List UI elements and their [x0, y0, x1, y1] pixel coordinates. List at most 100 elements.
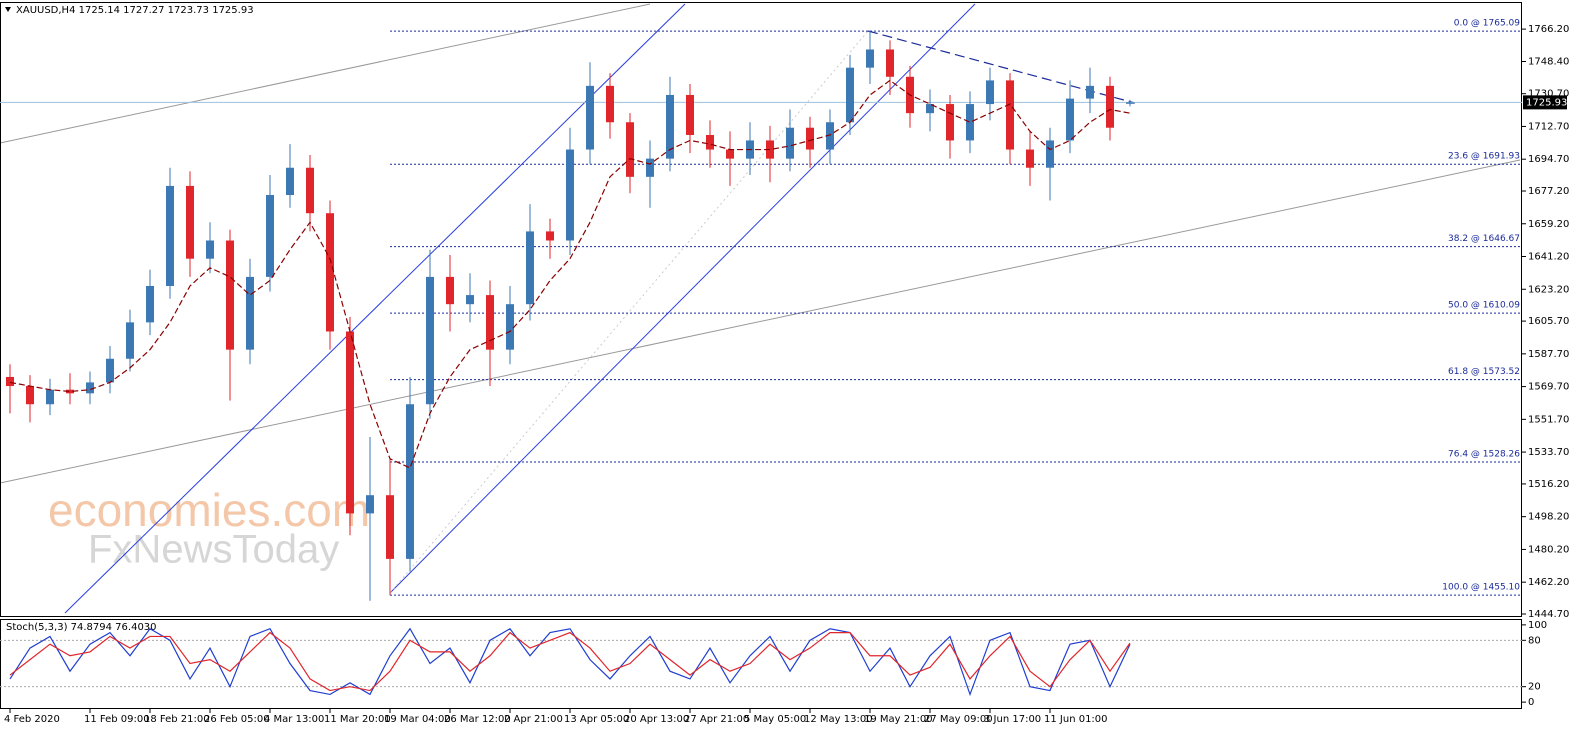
indicator-title: Stoch(5,3,3) 74.8794 76.4030 [6, 622, 157, 633]
price-label: 1725.93 [1526, 97, 1567, 108]
candle-body [886, 49, 894, 77]
candle-body [326, 213, 334, 332]
candle-body [626, 122, 634, 177]
candle-body [286, 167, 294, 196]
chart-title: XAUUSD,H4 1725.14 1727.27 1723.73 1725.9… [16, 5, 254, 16]
x-tick-label: 11 Mar 20:00 [324, 714, 391, 725]
x-tick-label: 12 May 13:00 [804, 714, 873, 725]
y-tick-label: 1748.40 [1528, 56, 1569, 67]
x-tick-label: 2 Apr 21:00 [504, 714, 563, 725]
x-tick-label: 11 Jun 01:00 [1044, 714, 1108, 725]
candle-body [406, 404, 414, 559]
y-tick-label: 1730.70 [1528, 89, 1569, 100]
moving-average [9, 79, 1131, 469]
y-tick-label: 1694.70 [1528, 154, 1569, 165]
candle-body [306, 167, 314, 214]
fib-label: 50.0 @ 1610.09 [1448, 301, 1520, 311]
y-tick-label: 1659.20 [1528, 219, 1569, 230]
drawings [0, 3, 1521, 614]
candle-body [1006, 80, 1014, 150]
y-tick-label: 1587.70 [1528, 349, 1569, 360]
x-tick-label: 27 May 09:00 [924, 714, 993, 725]
candle-body [26, 386, 34, 405]
y-tick-label: 1641.20 [1528, 252, 1569, 263]
x-tick-label: 4 Feb 2020 [4, 714, 60, 725]
x-tick-label: 19 Mar 04:00 [384, 714, 451, 725]
y-tick-label: 1766.20 [1528, 24, 1569, 35]
candle-body [526, 231, 534, 305]
fib-label: 23.6 @ 1691.93 [1448, 152, 1520, 162]
price-box [1523, 95, 1567, 110]
stoch-line [9, 627, 1131, 697]
candle-body [186, 185, 194, 259]
candle-body [206, 240, 214, 259]
candle-body [846, 67, 854, 123]
candle-body [46, 389, 54, 405]
y-tick-label: 1462.20 [1528, 577, 1569, 588]
candle-body [1126, 102, 1134, 104]
y-tick-label: 1516.20 [1528, 479, 1569, 490]
fib-label: 38.2 @ 1646.67 [1448, 234, 1520, 244]
candle-body [826, 122, 834, 150]
watermark: economies.com [48, 484, 370, 536]
y-tick-label: 1677.20 [1528, 186, 1569, 197]
candle-body [726, 149, 734, 159]
y-tick-label: 1623.20 [1528, 284, 1569, 295]
candle-body [226, 240, 234, 350]
candle-body [806, 127, 814, 150]
x-tick-label: 11 Feb 09:00 [84, 714, 150, 725]
candle-body [1066, 98, 1074, 141]
candle-body [606, 85, 614, 123]
y-tick-label: 1533.70 [1528, 447, 1569, 458]
candle-body [966, 104, 974, 141]
candle-body [166, 185, 174, 286]
candle-body [786, 127, 794, 159]
candle-body [1086, 85, 1094, 99]
candle-body [1026, 149, 1034, 168]
y-tick-label: 1444.70 [1528, 609, 1569, 620]
candle-body [346, 331, 354, 514]
candle-body [1106, 85, 1114, 128]
x-tick-label: 26 Mar 12:00 [444, 714, 511, 725]
fib-label: 0.0 @ 1765.09 [1454, 19, 1521, 29]
y-tick-label: 100 [1528, 620, 1547, 631]
y-tick-label: 1712.70 [1528, 121, 1569, 132]
candle-body [586, 85, 594, 150]
candle-body [6, 376, 14, 387]
x-tick-label: 5 May 05:00 [744, 714, 806, 725]
candle-body [926, 104, 934, 114]
candle-body [1046, 140, 1054, 168]
main-frame [0, 2, 1522, 617]
candle-body [986, 80, 994, 105]
x-tick-label: 18 Feb 21:00 [144, 714, 210, 725]
candle-body [446, 276, 454, 305]
candle-body [366, 495, 374, 514]
candle-body [266, 195, 274, 277]
fib-label: 100.0 @ 1455.10 [1442, 583, 1520, 593]
x-tick-label: 27 Apr 21:00 [684, 714, 749, 725]
candle-body [946, 104, 954, 141]
candle-body [146, 285, 154, 323]
fib-label: 76.4 @ 1528.26 [1448, 449, 1520, 459]
x-tick-label: 4 Mar 13:00 [264, 714, 324, 725]
menu-arrow[interactable] [5, 7, 11, 12]
candle-body [486, 295, 494, 350]
candle-body [686, 94, 694, 135]
candle-body [866, 49, 874, 68]
stoch-frame [0, 619, 1522, 709]
candle-body [466, 295, 474, 305]
x-tick-label: 20 Apr 13:00 [624, 714, 689, 725]
candle-body [506, 304, 514, 350]
stoch-line [9, 631, 1131, 692]
candle-body [86, 382, 94, 394]
candle-body [126, 322, 134, 359]
x-tick-label: 26 Feb 05:00 [204, 714, 270, 725]
y-tick-label: 1551.70 [1528, 414, 1569, 425]
candle-body [246, 276, 254, 350]
candle-body [666, 94, 674, 159]
candle-body [546, 231, 554, 241]
candle-body [386, 495, 394, 559]
candle-body [106, 358, 114, 383]
y-tick-label: 20 [1528, 682, 1541, 693]
